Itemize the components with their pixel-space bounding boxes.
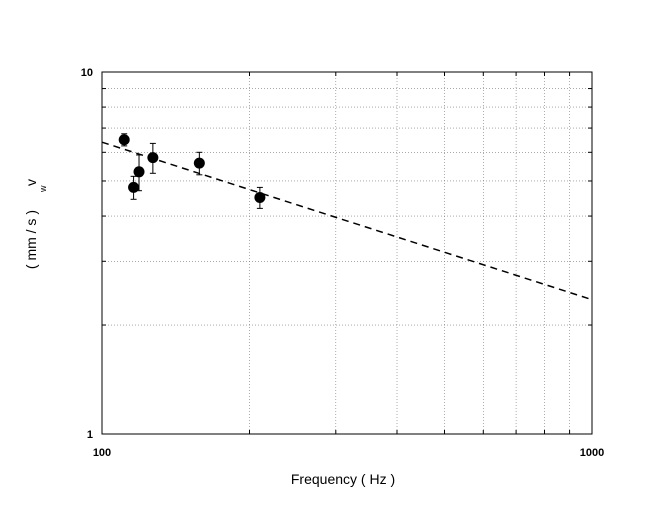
data-marker bbox=[128, 181, 140, 193]
y-axis-label-main: v bbox=[23, 179, 39, 186]
fit-line bbox=[101, 141, 593, 301]
data-point-1 bbox=[118, 133, 130, 147]
data-point-5 bbox=[193, 151, 205, 176]
data-point-4 bbox=[147, 142, 159, 174]
data-marker bbox=[193, 157, 205, 169]
x-axis-label: Frequency ( Hz ) bbox=[291, 471, 395, 487]
y-tick-label-10: 10 bbox=[81, 67, 93, 79]
y-axis-label: v w ( mm / s ) bbox=[23, 179, 48, 269]
y-tick-label-1: 1 bbox=[87, 429, 93, 441]
x-tick-label-100: 100 bbox=[93, 447, 111, 459]
data-marker bbox=[118, 134, 130, 146]
data-marker bbox=[254, 192, 266, 204]
data-marker bbox=[147, 152, 159, 164]
data-marker bbox=[133, 166, 145, 178]
plot-frame bbox=[101, 71, 593, 435]
x-tick-label-1000: 1000 bbox=[580, 447, 604, 459]
y-axis-label-unit: ( mm / s ) bbox=[23, 210, 39, 269]
data-point-6 bbox=[254, 186, 266, 209]
grid bbox=[102, 72, 592, 434]
data-points bbox=[118, 133, 266, 209]
data-point-2 bbox=[128, 175, 140, 200]
data-point-3 bbox=[133, 154, 145, 192]
axis-ticks bbox=[102, 72, 592, 434]
y-axis-label-sub: w bbox=[38, 185, 48, 193]
